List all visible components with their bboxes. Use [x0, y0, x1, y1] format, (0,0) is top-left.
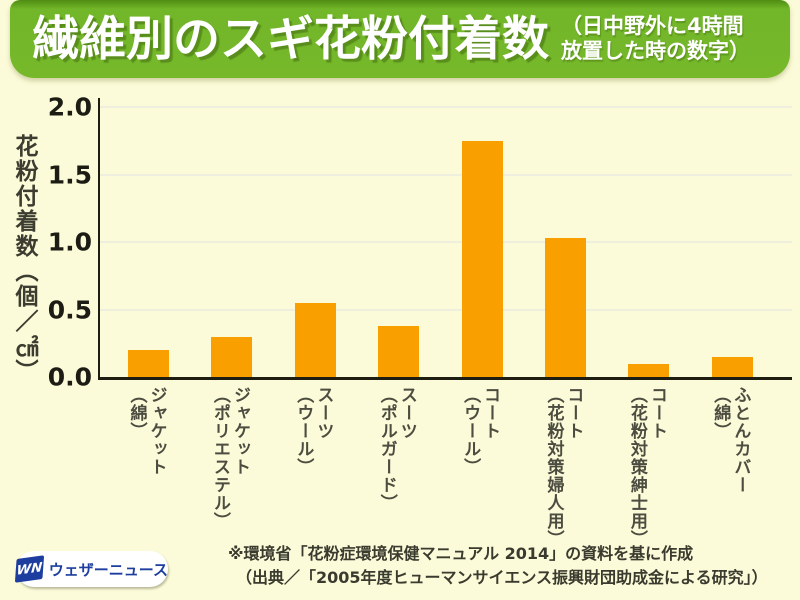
x-axis-labels: ジャケット （綿） ジャケット （ポリエステル） スーツ （ウール） スーツ （ポルガ… — [98, 386, 790, 548]
source-note-line2: （出典／「2005年度ヒューマンサイエンス振興財団助成金による研究」） — [236, 568, 768, 587]
gridline — [100, 173, 792, 176]
wn-logo-icon: WN — [14, 555, 44, 583]
gridline — [100, 106, 792, 108]
bar — [211, 336, 253, 377]
source-note: ※環境省「花粉症環境保健マニュアル 2014」の資料を基に作成 （出典／「200… — [228, 542, 768, 590]
x-axis-label: ジャケット （ポリエステル） — [209, 386, 250, 530]
y-tick-label: 0.0 — [47, 362, 92, 392]
x-axis-label: コート （花粉対策紳士用） — [626, 386, 667, 548]
x-axis-label: コート （花粉対策婦人用） — [543, 386, 584, 548]
source-note-line1: ※環境省「花粉症環境保健マニュアル 2014」の資料を基に作成 — [228, 544, 694, 563]
bar — [711, 356, 753, 377]
y-axis-title: 花粉付着数（個／㎠） — [11, 134, 37, 384]
gridline — [100, 308, 792, 311]
y-tick-label: 1.5 — [47, 160, 92, 189]
x-axis-label: コート （ウール） — [460, 386, 501, 476]
bar — [378, 325, 420, 377]
y-axis-ticks: 0.0 0.5 1.0 1.5 2.0 — [0, 0, 92, 600]
y-tick-label: 0.5 — [47, 295, 92, 324]
x-axis-label: ふとんカバー （綿） — [710, 386, 751, 494]
title-banner: 繊維別のスギ花粉付着数 （日中野外に4時間 放置した時の数字） — [10, 0, 790, 78]
bar — [628, 363, 670, 377]
weathernews-logo: WN ウェザーニュース — [14, 551, 168, 587]
bar — [294, 302, 336, 377]
x-axis-label: スーツ （ウール） — [293, 386, 334, 476]
bar — [461, 140, 503, 377]
logo-text: ウェザーニュース — [48, 560, 168, 579]
gridline — [100, 241, 792, 243]
bar — [545, 237, 586, 377]
x-axis-label: ジャケット （綿） — [126, 386, 167, 476]
plot-area — [98, 98, 792, 380]
y-tick-label: 2.0 — [47, 92, 92, 122]
y-tick-label: 1.0 — [47, 227, 92, 257]
page-subtitle: （日中野外に4時間 放置した時の数字） — [561, 13, 750, 63]
bar — [128, 350, 169, 377]
x-axis-label: スーツ （ポルガード） — [376, 386, 417, 512]
page-title: 繊維別のスギ花粉付着数 — [32, 11, 549, 67]
